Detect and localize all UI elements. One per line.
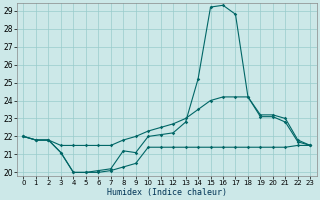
X-axis label: Humidex (Indice chaleur): Humidex (Indice chaleur) [107,188,227,197]
